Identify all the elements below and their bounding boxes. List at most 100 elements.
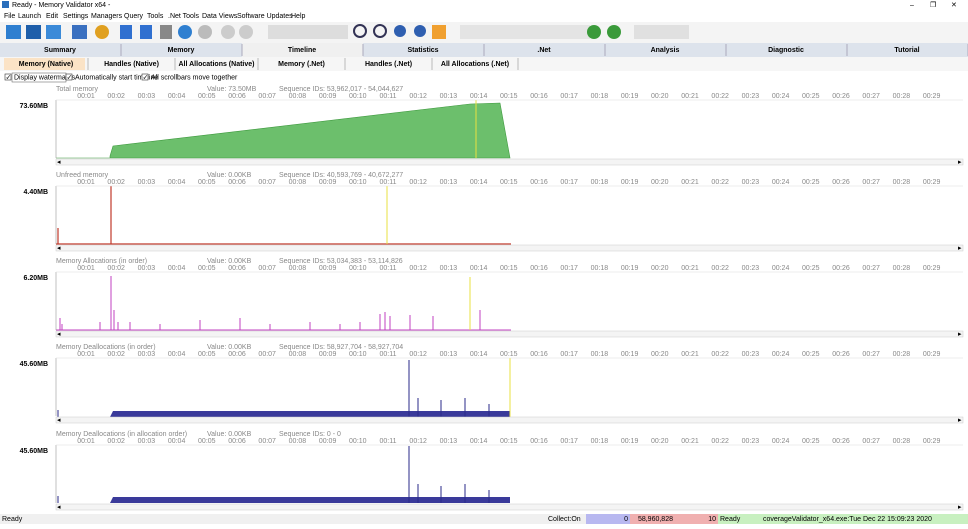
time-tick-label: 00:02 xyxy=(107,265,125,272)
scroll-left[interactable]: ◂ xyxy=(57,331,61,338)
time-tick-label: 00:11 xyxy=(380,265,397,272)
scroll-right[interactable]: ▸ xyxy=(958,504,962,511)
checkbox-label[interactable]: All scrollbars move together xyxy=(151,74,238,81)
scroll-left[interactable]: ◂ xyxy=(57,245,61,252)
menu-item[interactable]: Tools xyxy=(147,13,164,20)
subtab[interactable]: All Allocations (.Net) xyxy=(441,61,509,68)
menu-item[interactable]: Launch xyxy=(18,13,41,20)
tool-icon[interactable] xyxy=(95,25,109,39)
time-tick-label: 00:08 xyxy=(289,351,307,358)
time-tick-label: 00:11 xyxy=(380,438,397,445)
scrollbar[interactable] xyxy=(55,158,964,166)
subtab[interactable]: Memory (Native) xyxy=(19,61,73,68)
tool-icon[interactable] xyxy=(6,25,21,39)
time-tick-label: 00:20 xyxy=(651,93,669,100)
tool-icon[interactable] xyxy=(414,25,426,37)
time-tick-label: 00:03 xyxy=(138,179,156,186)
panel-sequence: Sequence IDs: 40,593,769 - 40,672,277 xyxy=(279,172,403,179)
tool-icon[interactable] xyxy=(120,25,132,39)
tool-icon[interactable] xyxy=(221,25,235,39)
tool-icon[interactable] xyxy=(587,25,601,39)
tool-icon[interactable] xyxy=(160,25,172,39)
maximize[interactable]: ❐ xyxy=(930,1,936,9)
time-tick-label: 00:01 xyxy=(77,438,95,445)
time-tick-label: 00:25 xyxy=(802,438,820,445)
tool-icon[interactable] xyxy=(198,25,212,39)
tab[interactable]: Statistics xyxy=(407,47,438,54)
subtab[interactable]: All Allocations (Native) xyxy=(179,61,255,68)
time-tick-label: 00:21 xyxy=(681,438,699,445)
scrollbar[interactable] xyxy=(55,330,964,338)
tab[interactable]: Analysis xyxy=(651,47,680,54)
status-green xyxy=(718,514,968,524)
tool-icon[interactable] xyxy=(72,25,87,39)
tab[interactable]: Summary xyxy=(44,47,76,54)
checkbox-mark[interactable]: ✓ xyxy=(67,74,73,81)
checkbox[interactable] xyxy=(4,73,12,81)
scrollbar[interactable] xyxy=(55,416,964,424)
menu-item[interactable]: Managers xyxy=(91,13,123,20)
tool-icon[interactable] xyxy=(26,25,41,39)
scroll-right[interactable]: ▸ xyxy=(958,245,962,252)
tool-icon[interactable] xyxy=(607,25,621,39)
tool-icon[interactable] xyxy=(46,25,61,39)
time-tick-label: 00:16 xyxy=(530,265,548,272)
menu-item[interactable]: Data Views xyxy=(202,13,238,20)
status-text: 10 xyxy=(708,516,716,523)
scroll-right[interactable]: ▸ xyxy=(958,331,962,338)
tool-icon[interactable] xyxy=(353,24,367,38)
checkbox-label[interactable]: Automatically start timeline xyxy=(75,74,158,81)
active-subtab xyxy=(4,58,85,70)
tool-icon[interactable] xyxy=(432,25,446,39)
menu-item[interactable]: Settings xyxy=(63,13,89,20)
tool-icon[interactable] xyxy=(373,24,387,38)
tab[interactable]: Diagnostic xyxy=(768,47,804,54)
time-tick-label: 00:22 xyxy=(711,351,729,358)
time-tick-label: 00:10 xyxy=(349,351,367,358)
checkbox-mark[interactable]: ✓ xyxy=(6,74,12,81)
scroll-right[interactable]: ▸ xyxy=(958,417,962,424)
scroll-left[interactable]: ◂ xyxy=(57,159,61,166)
menu-item[interactable]: Software Updates xyxy=(237,13,293,20)
tab[interactable]: .Net xyxy=(537,47,551,54)
panel-scale: 45.60MB xyxy=(20,448,48,455)
status-text: Collect:On xyxy=(548,516,581,523)
time-tick-label: 00:17 xyxy=(560,93,578,100)
tool-icon[interactable] xyxy=(239,25,253,39)
menu-item[interactable]: Query xyxy=(124,13,144,20)
menu-item[interactable]: .Net Tools xyxy=(168,13,199,20)
scrollbar[interactable] xyxy=(55,244,964,252)
menu-item[interactable]: Edit xyxy=(46,13,58,20)
tab[interactable]: Tutorial xyxy=(894,47,919,54)
menu-item[interactable]: File xyxy=(4,13,15,20)
time-tick-label: 00:12 xyxy=(409,179,427,186)
tool-icon[interactable] xyxy=(178,25,192,39)
scroll-right[interactable]: ▸ xyxy=(958,159,962,166)
tool-icon[interactable] xyxy=(394,25,406,37)
time-tick-label: 00:28 xyxy=(893,179,911,186)
tool-icon-group[interactable] xyxy=(268,25,348,39)
subtab[interactable]: Memory (.Net) xyxy=(278,61,325,68)
tool-icon[interactable] xyxy=(140,25,152,39)
time-tick-label: 00:22 xyxy=(711,179,729,186)
time-tick-label: 00:05 xyxy=(198,179,216,186)
tab[interactable]: Memory xyxy=(168,47,195,54)
minimize[interactable]: – xyxy=(910,2,914,9)
time-tick-label: 00:04 xyxy=(168,179,186,186)
scrollbar[interactable] xyxy=(55,503,964,511)
tool-icon-group[interactable] xyxy=(460,25,590,39)
subtab[interactable]: Handles (Native) xyxy=(104,61,159,68)
menu-item[interactable]: Help xyxy=(291,13,306,20)
checkbox[interactable] xyxy=(141,73,149,81)
time-tick-label: 00:01 xyxy=(77,179,95,186)
subtab[interactable]: Handles (.Net) xyxy=(365,61,412,68)
checkbox[interactable] xyxy=(65,73,73,81)
tool-icon-group[interactable] xyxy=(634,25,689,39)
tab[interactable]: Timeline xyxy=(288,47,316,54)
close[interactable]: ✕ xyxy=(951,2,957,9)
checkbox-label[interactable]: Display watermarks xyxy=(14,74,76,81)
scroll-left[interactable]: ◂ xyxy=(57,417,61,424)
checkbox-mark[interactable]: ✓ xyxy=(143,74,149,81)
scroll-left[interactable]: ◂ xyxy=(57,504,61,511)
